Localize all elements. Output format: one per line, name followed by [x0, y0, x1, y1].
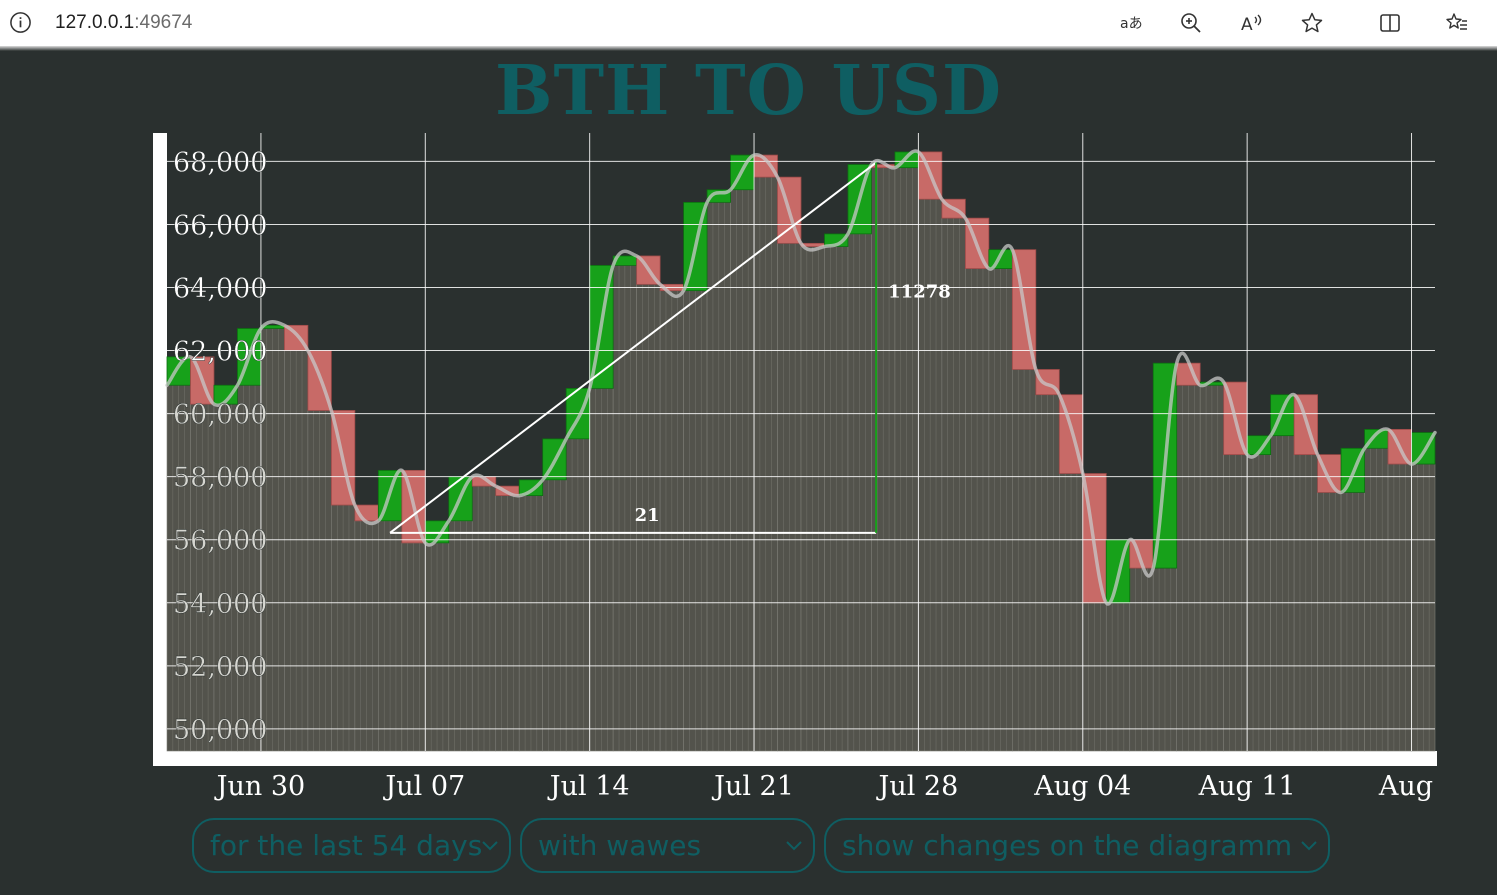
y-tick-label: 50,000: [173, 715, 267, 746]
x-tick-label: Jul 14: [547, 771, 630, 802]
url-host: 127.0.0.1: [55, 12, 135, 33]
change-hypotenuse: [389, 161, 877, 534]
browser-toolbar: 127.0.0.1:49674 aあ A: [0, 0, 1497, 46]
change-days-label: 21: [635, 505, 660, 526]
chevron-down-icon: [1301, 841, 1317, 851]
y-tick-label: 64,000: [173, 274, 267, 305]
y-tick-label: 62,000: [173, 337, 267, 368]
x-tick-label: Aug: [1378, 771, 1433, 802]
price-chart: 21 11278 50,000 52,000 54,000 56,000 58,000 60,…: [153, 133, 1437, 813]
chevron-down-icon: [786, 841, 802, 851]
read-aloud-translate-icon[interactable]: aあ: [1116, 8, 1146, 38]
x-tick-label: Aug 04: [1033, 771, 1131, 802]
changes-select[interactable]: show changes on the diagramm: [824, 818, 1330, 873]
svg-text:aあ: aあ: [1120, 16, 1143, 32]
y-tick-label: 58,000: [173, 463, 267, 494]
y-tick-label: 56,000: [173, 526, 267, 557]
change-amount-label: 11278: [888, 282, 951, 303]
y-tick-label: 66,000: [173, 210, 267, 241]
page-title: BTH TO USD: [495, 51, 1002, 131]
x-tick-label: Jul 21: [711, 771, 794, 802]
up-candle: [213, 384, 238, 405]
info-icon[interactable]: [9, 11, 32, 34]
y-tick-label: 52,000: [173, 652, 267, 683]
y-tick-label: 60,000: [173, 400, 267, 431]
x-tick-label: Jun 30: [214, 771, 306, 802]
url-text[interactable]: 127.0.0.1:49674: [55, 11, 192, 35]
favorites-list-icon[interactable]: [1442, 8, 1472, 38]
address-bar[interactable]: 127.0.0.1:49674 aあ A: [0, 0, 1348, 46]
favorite-star-icon[interactable]: [1297, 8, 1327, 38]
price-wave-line: [165, 149, 1437, 606]
svg-text:A: A: [1241, 15, 1253, 35]
chart-left-border: [153, 133, 167, 766]
price-chart-svg: 21 11278 50,000 52,000 54,000 56,000 58,000 60,…: [153, 133, 1437, 802]
period-select[interactable]: for the last 54 days: [192, 818, 511, 873]
url-port: :49674: [134, 12, 193, 33]
changes-select-value: show changes on the diagramm: [842, 829, 1293, 862]
y-tick-label: 68,000: [173, 147, 267, 178]
chart-bottom-border: [153, 751, 1437, 766]
x-tick-label: Aug 11: [1198, 771, 1296, 802]
chevron-down-icon: [482, 841, 498, 851]
zoom-icon[interactable]: [1176, 8, 1206, 38]
read-aloud-icon[interactable]: A: [1237, 8, 1267, 38]
split-screen-icon[interactable]: [1375, 8, 1405, 38]
toolbar-shadow: [0, 46, 1497, 51]
y-tick-label: 54,000: [173, 589, 267, 620]
x-tick-label: Jul 07: [382, 771, 465, 802]
mode-select[interactable]: with wawes: [520, 818, 815, 873]
period-select-value: for the last 54 days: [210, 829, 483, 862]
mode-select-value: with wawes: [538, 829, 702, 862]
x-tick-label: Jul 28: [876, 771, 959, 802]
